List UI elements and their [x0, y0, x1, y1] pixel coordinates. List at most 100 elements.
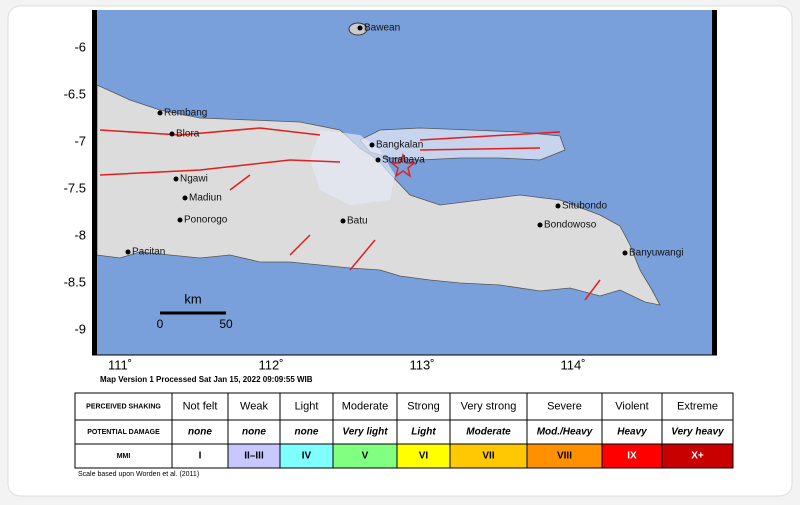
faults	[99, 127, 601, 301]
place-label: Rembang	[164, 108, 207, 119]
place-dot	[125, 249, 131, 255]
place-label: Banyuwangi	[629, 248, 683, 259]
legend-damage: Heavy	[617, 427, 647, 438]
legend-mmi: IV	[302, 451, 312, 462]
place-label: Madiun	[189, 193, 222, 204]
lat-tick-label: -9	[74, 321, 86, 336]
header-cell	[74, 443, 173, 469]
legend-mmi: VII	[482, 451, 494, 462]
legend-mmi: X+	[691, 451, 704, 462]
legend-shaking: Extreme	[677, 400, 718, 412]
legend-mmi: V	[362, 451, 369, 462]
scale-tick: 50	[219, 317, 233, 331]
lat-tick-label: -8	[74, 227, 86, 242]
legend-cell	[661, 419, 734, 445]
legend-damage: none	[188, 427, 212, 438]
legend-shaking: Moderate	[342, 400, 388, 412]
place-dot	[182, 195, 188, 201]
legend-cell	[279, 392, 334, 421]
place-label: Bangkalan	[376, 140, 423, 151]
legend-damage: Light	[411, 427, 436, 438]
place-label: Surabaya	[382, 155, 425, 166]
legend-shaking: Weak	[240, 400, 268, 412]
legend-cell	[526, 443, 603, 469]
legend-cell	[227, 392, 281, 421]
place-dot	[375, 157, 381, 163]
row-header: POTENTIAL DAMAGE	[87, 429, 160, 436]
legend-damage: Mod./Heavy	[537, 427, 593, 438]
lon-tick-label: 112˚	[258, 357, 283, 372]
place-label: Pacitan	[132, 247, 165, 258]
place-dot	[340, 218, 346, 224]
place-label: Ngawi	[180, 174, 208, 185]
version: Map Version 1 Processed Sat Jan 15, 2022…	[100, 375, 313, 384]
place-dot	[537, 222, 543, 228]
legend-damage: Very heavy	[671, 427, 724, 438]
legend-shaking: Violent	[615, 400, 648, 412]
madura	[359, 127, 566, 161]
legend-cell	[661, 443, 734, 469]
place-dot	[555, 203, 561, 209]
legend-cell	[449, 419, 528, 445]
lat-tick-label: -7.5	[64, 180, 86, 195]
row-header: MMI	[117, 453, 131, 460]
lat-tick-label: -8.5	[64, 274, 86, 289]
lat-tick-label: -7	[74, 133, 86, 148]
lon-tick-label: 114˚	[560, 357, 585, 372]
scale-tick: 0	[157, 317, 164, 331]
frame-left	[92, 10, 97, 355]
legend-mmi: II–III	[244, 451, 264, 462]
legend-cell	[396, 392, 451, 421]
header-cell	[74, 419, 173, 445]
legend-cell	[227, 443, 281, 469]
legend-cell	[449, 443, 528, 469]
shaking-zone	[310, 130, 395, 205]
place-dot	[622, 250, 628, 256]
legend-cell	[171, 419, 229, 445]
place-label: Batu	[347, 216, 368, 227]
legend-damage: none	[295, 427, 319, 438]
legend-mmi: I	[199, 451, 202, 462]
legend-shaking: Strong	[407, 400, 439, 412]
place-label: Bondowoso	[544, 220, 597, 231]
legend-cell	[601, 443, 663, 469]
legend-cell	[171, 392, 229, 421]
legend-shaking: Severe	[547, 400, 582, 412]
legend-cell	[526, 392, 603, 421]
row-header: PERCEIVED SHAKING	[86, 403, 161, 410]
legend-cell	[171, 443, 229, 469]
frame-right	[712, 10, 717, 355]
legend-cell	[449, 392, 528, 421]
place-dot	[157, 110, 163, 116]
epicenter	[389, 152, 417, 178]
footnote: Scale based upon Worden et al. (2011)	[78, 471, 199, 478]
place-dot	[177, 217, 183, 223]
legend-damage: Moderate	[466, 427, 511, 438]
place-dot	[369, 142, 375, 148]
place-label: Situbondo	[562, 201, 607, 212]
legend-cell	[332, 443, 398, 469]
map: km 0 50 Map Version 1 Processed Sat Jan …	[92, 10, 717, 384]
place-dot	[357, 25, 363, 31]
place-label: Ponorogo	[184, 215, 228, 226]
lat-tick-label: -6.5	[64, 86, 86, 101]
place-label: Blora	[176, 129, 200, 140]
legend-mmi: IX	[627, 451, 637, 462]
place-dot	[173, 176, 179, 182]
place-label: Bawean	[364, 23, 400, 34]
place-dot	[169, 131, 175, 137]
legend-shaking: Not felt	[183, 400, 218, 412]
legend-mmi: VIII	[557, 451, 572, 462]
lon-tick-label: 113˚	[409, 357, 434, 372]
scale-unit: km	[184, 291, 201, 306]
lat-tick-label: -6	[74, 39, 86, 54]
legend-mmi: VI	[419, 451, 429, 462]
legend-shaking: Very strong	[461, 400, 517, 412]
legend: PERCEIVED SHAKING Not felt Weak Light Modera…	[74, 392, 734, 469]
legend-damage: Very light	[342, 427, 388, 438]
lon-tick-label: 111˚	[108, 357, 132, 372]
legend-damage: none	[242, 427, 266, 438]
legend-cell	[601, 419, 663, 445]
legend-shaking: Light	[295, 400, 319, 412]
